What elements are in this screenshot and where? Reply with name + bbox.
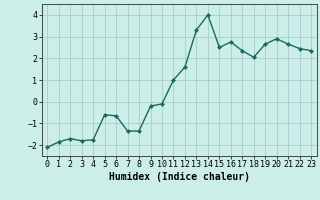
X-axis label: Humidex (Indice chaleur): Humidex (Indice chaleur) [109,172,250,182]
